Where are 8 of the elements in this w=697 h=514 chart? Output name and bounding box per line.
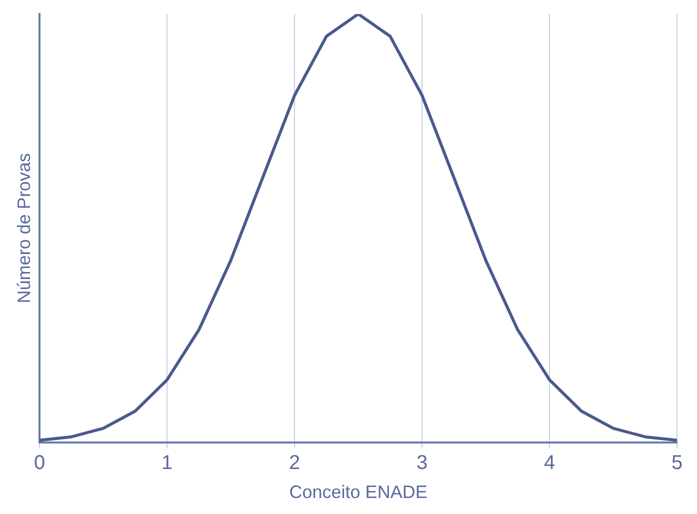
x-tick-label: 2: [288, 452, 300, 474]
x-axis-title: Conceito ENADE: [289, 482, 428, 502]
x-tick-label: 1: [162, 452, 173, 474]
x-tick-label: 0: [34, 452, 46, 474]
x-tick-label: 5: [671, 452, 683, 474]
x-tick-label: 3: [416, 452, 428, 474]
x-tick-label: 4: [544, 452, 556, 474]
y-axis-title: Número de Provas: [14, 153, 34, 304]
